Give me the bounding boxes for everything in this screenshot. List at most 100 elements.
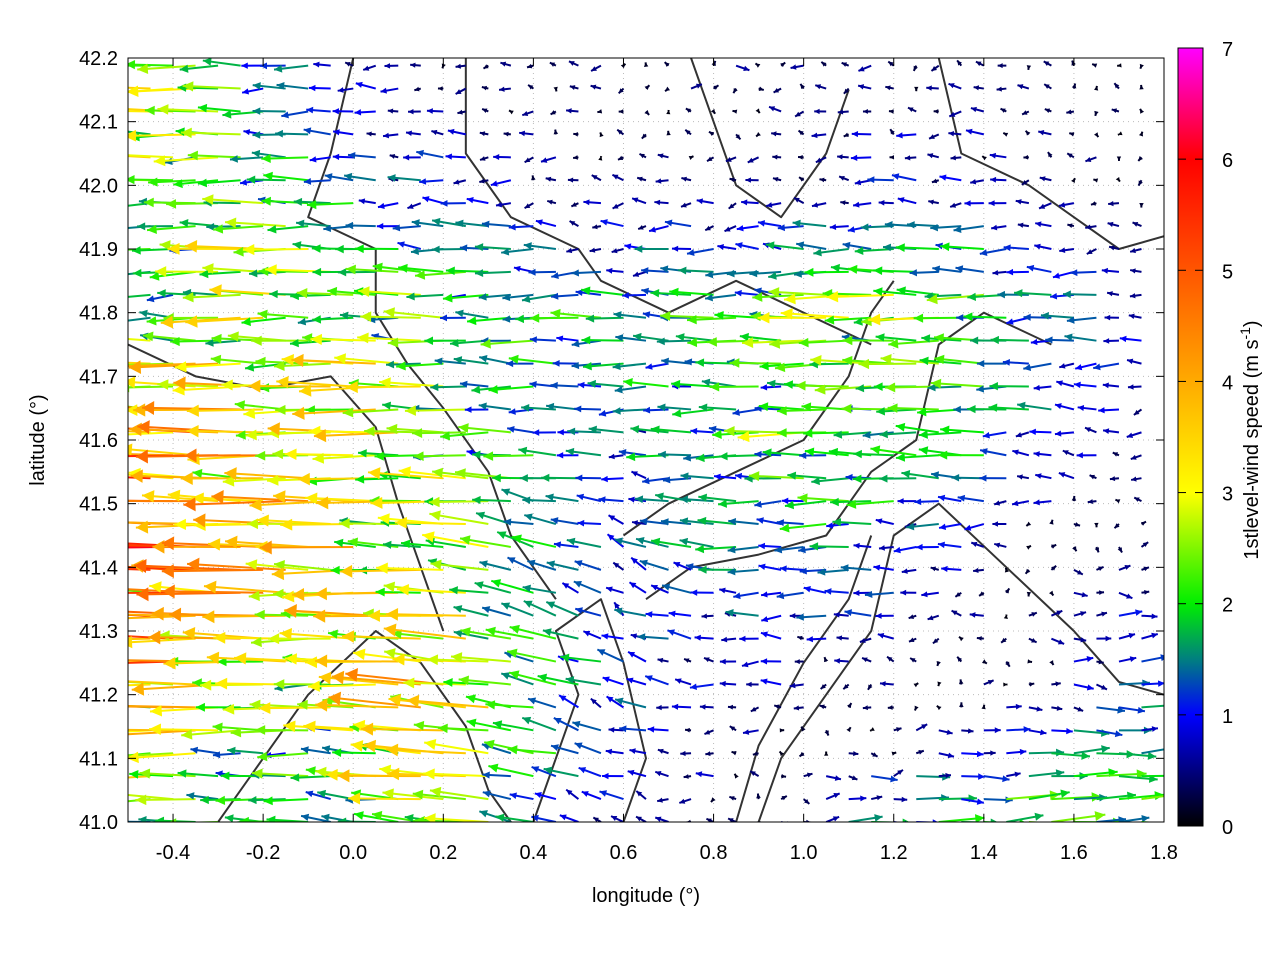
wind-arrow-head	[285, 449, 297, 460]
wind-arrow-head	[305, 656, 317, 668]
wind-arrow-head	[720, 659, 726, 665]
wind-arrow-head	[687, 338, 697, 347]
wind-arrow-head	[54, 658, 66, 672]
wind-arrow-head	[619, 109, 624, 114]
wind-arrow-head	[467, 316, 476, 325]
wind-arrow-head	[419, 178, 426, 185]
wind-arrow-head	[16, 655, 28, 669]
wind-arrow-head	[187, 405, 199, 417]
colorbar-tick-label: 1	[1222, 706, 1233, 728]
wind-arrow-head	[566, 108, 572, 113]
wind-arrow-head	[424, 813, 436, 824]
wind-arrow-head	[97, 399, 108, 409]
y-tick-label: 41.2	[79, 685, 118, 707]
wind-arrow-head	[510, 792, 517, 799]
colorbar-tick-label: 2	[1222, 595, 1233, 617]
wind-arrow-head	[735, 774, 739, 779]
wind-arrow-head	[829, 448, 838, 457]
wind-arrow-head	[843, 242, 851, 249]
wind-arrow-head	[1029, 429, 1036, 435]
wind-arrow-head	[650, 289, 659, 297]
wind-arrow-shaft	[83, 341, 128, 342]
wind-arrow-head	[951, 155, 956, 160]
wind-arrow-head	[213, 632, 225, 644]
wind-arrow-head	[632, 198, 638, 203]
wind-arrow-head	[672, 246, 678, 252]
wind-arrow-head	[99, 584, 109, 594]
wind-arrow-head	[424, 336, 433, 345]
wind-arrow-head	[1070, 269, 1077, 276]
wind-arrow-head	[695, 635, 701, 641]
wind-arrow-head	[443, 294, 453, 303]
wind-arrow-head	[928, 615, 934, 620]
wind-arrow-head	[1116, 177, 1120, 182]
x-tick-label: 1.4	[970, 842, 998, 864]
wind-arrow-head	[21, 605, 33, 619]
wind-arrow-head	[386, 608, 398, 621]
wind-arrow-head	[1060, 789, 1069, 797]
wind-arrow-shaft	[49, 730, 128, 733]
wind-arrow-head	[443, 678, 452, 687]
wind-arrow-head	[1099, 590, 1104, 595]
wind-arrow-head	[306, 766, 316, 775]
wind-arrow-head	[112, 293, 121, 301]
wind-arrow-head	[62, 590, 74, 601]
wind-arrow-head	[851, 155, 857, 161]
wind-arrow-head	[1165, 745, 1173, 752]
wind-arrow-head	[761, 678, 768, 684]
wind-arrow-head	[879, 475, 887, 483]
x-tick-label: 1.6	[1060, 842, 1088, 864]
wind-arrow-head	[1056, 749, 1064, 757]
wind-arrow-head	[24, 495, 36, 509]
wind-arrow-head	[956, 314, 963, 321]
wind-arrow-head	[1095, 811, 1106, 821]
wind-arrow-head	[749, 270, 757, 277]
wind-arrow-head	[989, 200, 995, 206]
wind-arrow-head	[354, 811, 364, 820]
wind-arrow-head	[685, 358, 693, 365]
wind-arrow-head	[455, 310, 463, 318]
wind-arrow-head	[1003, 682, 1007, 686]
wind-arrow-head	[174, 519, 186, 530]
wind-arrow-head	[410, 63, 415, 68]
wind-arrow-shaft	[66, 157, 128, 158]
wind-arrow-head	[799, 452, 806, 459]
wind-arrow-head	[427, 108, 433, 114]
wind-arrow-head	[642, 134, 647, 139]
wind-arrow-head	[294, 198, 302, 206]
wind-arrow-head	[120, 443, 132, 455]
wind-arrow-head	[1071, 178, 1075, 183]
wind-arrow-head	[601, 476, 608, 482]
wind-arrow-head	[520, 474, 528, 482]
wind-arrow-head	[635, 495, 643, 503]
wind-arrow-head	[377, 223, 383, 229]
wind-arrow-head	[963, 312, 972, 321]
wind-arrow-head	[894, 547, 901, 553]
wind-arrow-head	[33, 493, 45, 507]
wind-arrow-head	[1140, 64, 1144, 69]
wind-arrow-head	[111, 203, 120, 211]
wind-arrow-head	[501, 672, 510, 679]
wind-arrow-head	[1035, 813, 1044, 821]
wind-arrow-head	[240, 817, 249, 826]
x-tick-label: -0.2	[246, 842, 280, 864]
wind-arrow-head	[157, 104, 168, 115]
wind-arrow-head	[541, 474, 549, 482]
wind-arrow-head	[977, 360, 984, 367]
wind-arrow-head	[1049, 591, 1053, 596]
wind-arrow-head	[243, 244, 254, 255]
wind-arrow-head	[32, 559, 44, 573]
wind-arrow-head	[575, 475, 582, 482]
x-tick-label: 0.4	[519, 842, 547, 864]
wind-arrow-head	[879, 200, 885, 206]
wind-arrow-head	[1003, 133, 1008, 137]
wind-arrow-head	[880, 430, 888, 438]
x-tick-label: -0.4	[156, 842, 190, 864]
wind-arrow-head	[967, 405, 976, 413]
wind-arrow-head	[175, 361, 187, 372]
wind-arrow-head	[763, 448, 772, 456]
wind-arrow-head	[1115, 730, 1122, 737]
wind-arrow-head	[777, 428, 787, 437]
wind-arrow-shaft	[79, 226, 128, 227]
wind-arrow-head	[758, 564, 765, 570]
